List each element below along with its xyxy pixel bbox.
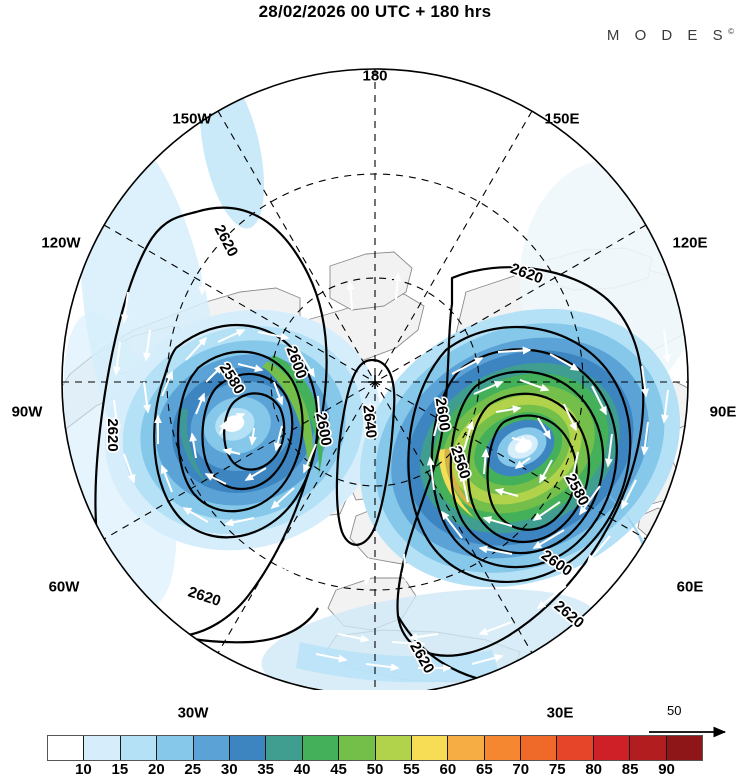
colorbar-swatch [521, 736, 558, 760]
colorbar-tick-label: 85 [621, 761, 639, 778]
contour-label: 2600 [432, 397, 453, 432]
colorbar-swatch [229, 736, 267, 760]
wind-vectors [112, 211, 672, 672]
colorbar-tick-label: 40 [293, 761, 311, 778]
colorbar-tick-label: 45 [330, 761, 347, 778]
longitude-label-90w: 90W [11, 403, 43, 421]
colorbar-swatch [339, 736, 376, 760]
wind-scale-value: 50 [667, 703, 682, 718]
colorbar-tick-label: 15 [111, 761, 129, 778]
colorbar-swatch [266, 736, 303, 760]
colorbar-swatch [411, 736, 449, 760]
longitude-label-120w: 120W [41, 234, 81, 252]
pole-marker [368, 375, 382, 389]
colorbar-swatch [84, 736, 121, 760]
colorbar-tick-label: 20 [147, 761, 165, 778]
colorbar-swatch [630, 736, 667, 760]
colorbar-tick-label: 35 [257, 761, 274, 778]
colorbar-swatch [666, 736, 703, 760]
colorbar-tick-label: 70 [512, 761, 530, 778]
colorbar-swatch [484, 736, 522, 760]
colorbar-tick-label: 75 [548, 761, 566, 778]
colorbar-ticks: 10 15 20 25 30 35 40 45 50 55 60 65 70 75 80 85 90 [47, 761, 703, 781]
colorbar-swatch [557, 736, 594, 760]
longitude-label-90e: 90E [709, 403, 737, 421]
colorbar-swatch [302, 736, 340, 760]
contour-label: 2620 [104, 418, 121, 451]
page-title: 28/02/2026 00 UTC + 180 hrs [258, 2, 492, 21]
colorbar-tick-label: 60 [439, 761, 457, 778]
colorbar-swatch [48, 736, 85, 760]
modes-logo-text: M O D E S [606, 27, 729, 44]
colorbar-tick-label: 30 [220, 761, 238, 778]
copyright-icon: © [728, 27, 734, 36]
colorbar-swatch [448, 736, 485, 760]
longitude-label-60e: 60E [676, 578, 704, 596]
longitude-label-120e: 120E [672, 234, 708, 252]
colorbar-swatch [120, 736, 158, 760]
colorbar-tick-label: 90 [658, 761, 675, 778]
colorbar-tick-label: 55 [403, 761, 420, 778]
map-boundary [61, 68, 689, 690]
colorbar-swatch [375, 736, 412, 760]
longitude-label-60w: 60W [48, 578, 80, 596]
longitude-label-30e: 30E [546, 704, 574, 722]
map-content [62, 69, 688, 690]
colorbar-tick-label: 25 [184, 761, 202, 778]
colorbar-swatch [593, 736, 631, 760]
colorbar-swatch [157, 736, 194, 760]
longitude-label-150e: 150E [544, 110, 580, 128]
longitude-label-150w: 150W [172, 110, 212, 128]
modes-logo: M O D E S© [607, 27, 734, 44]
colorbar-tick-label: 65 [475, 761, 493, 778]
colorbar-tick-label: 50 [366, 761, 384, 778]
longitude-label-30w: 30W [177, 704, 209, 722]
colorbar-swatch [193, 736, 230, 760]
wind-scale-legend: 50 [645, 703, 740, 743]
colorbar-tick-label: 80 [585, 761, 602, 778]
wind-scale-arrow-icon [649, 726, 727, 738]
longitude-label-180: 180 [362, 67, 388, 85]
contour-label: 2600 [312, 411, 335, 447]
contour-label: 2640 [359, 404, 379, 439]
polar-map: 2620 2620 2580 2600 2600 2640 2600 2560 2580 2600… [0, 30, 750, 763]
colorbar-tick-label: 10 [75, 761, 92, 778]
colorbar [47, 735, 703, 761]
